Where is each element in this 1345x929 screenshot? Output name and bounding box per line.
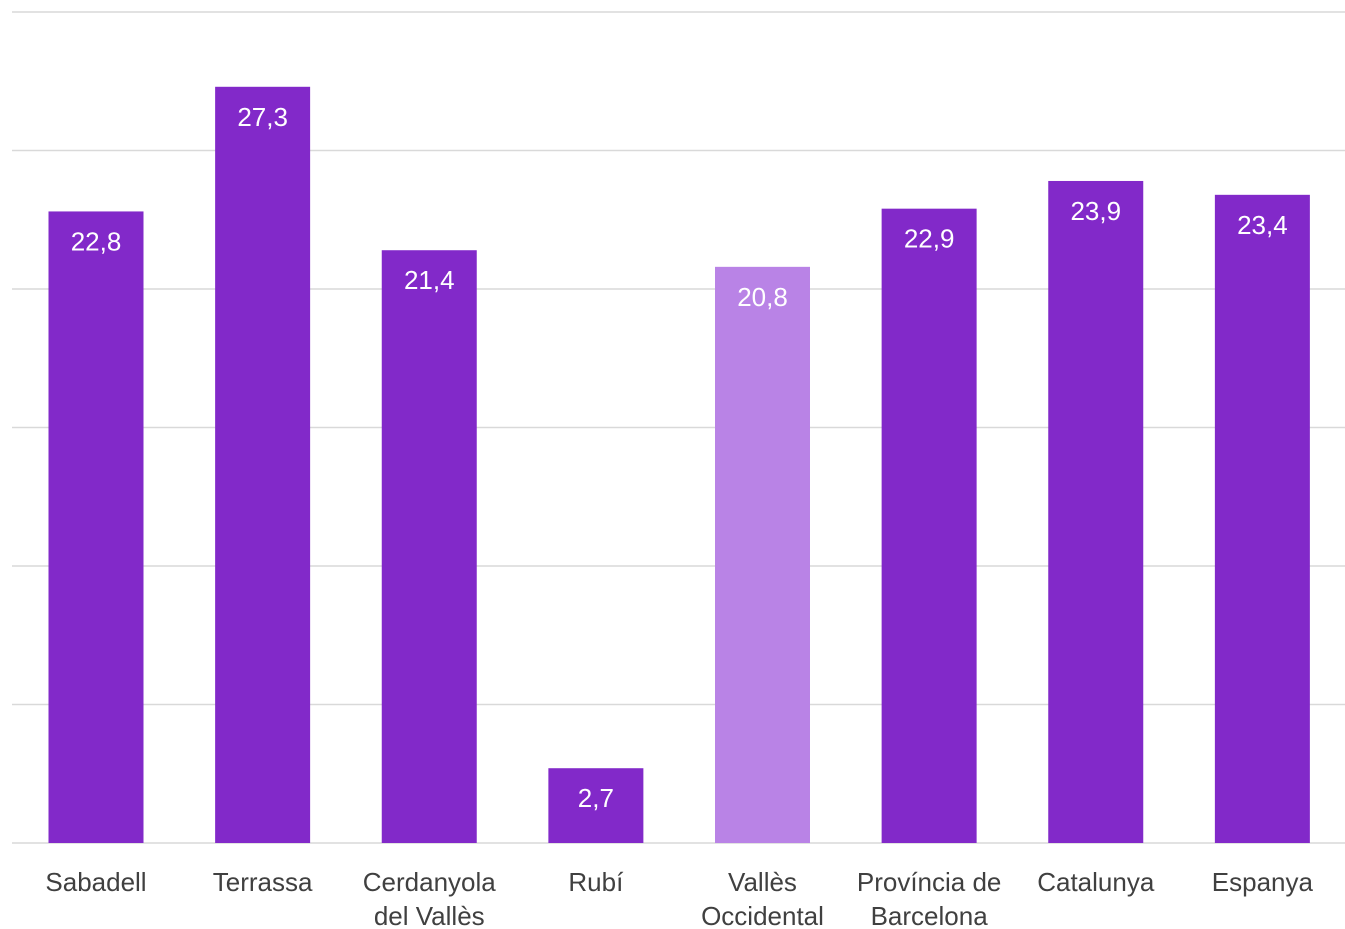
bar-value-label: 22,9	[904, 224, 955, 254]
x-tick-label: Terrassa	[213, 867, 313, 897]
gridlines	[12, 11, 1345, 844]
bar	[1214, 194, 1310, 843]
bar-value-label: 2,7	[578, 783, 614, 813]
x-tick-label: Catalunya	[1037, 867, 1155, 897]
x-tick-label: Cerdanyola del Vallès	[363, 867, 497, 929]
bar-value-label: 27,3	[237, 102, 288, 132]
x-tick-label-line: Catalunya	[1037, 867, 1155, 897]
bar	[48, 211, 144, 843]
x-tick-label-line: del Vallès	[374, 901, 485, 929]
x-tick-label-line: Rubí	[568, 867, 624, 897]
x-tick-label-line: Vallès	[728, 867, 797, 897]
x-tick-label-line: Espanya	[1212, 867, 1314, 897]
x-tick-label-line: Barcelona	[871, 901, 989, 929]
x-tick-label-line: Sabadell	[45, 867, 146, 897]
x-tick-label: Rubí	[568, 867, 624, 897]
x-tick-label: Sabadell	[45, 867, 146, 897]
x-tick-label: Província de Barcelona	[857, 867, 1002, 929]
bar-value-label: 23,4	[1237, 210, 1288, 240]
bar	[715, 266, 810, 844]
x-tick-label-line: Terrassa	[213, 867, 313, 897]
x-tick-label: Vallès Occidental	[701, 867, 824, 929]
x-tick-label-line: Cerdanyola	[363, 867, 497, 897]
bar-value-label: 20,8	[737, 282, 788, 312]
bar-value-labels: 22,8 27,3 21,4 2,7 20,8 22,9 23,9 23,4	[71, 102, 1288, 813]
x-tick-label-line: Occidental	[701, 901, 824, 929]
bar-value-label: 21,4	[404, 265, 455, 295]
bar	[215, 86, 311, 844]
bar	[548, 768, 644, 843]
bar	[1048, 180, 1144, 844]
x-tick-label-line: Província de	[857, 867, 1002, 897]
bars	[48, 86, 1310, 844]
x-axis-tick-labels: Sabadell Terrassa Cerdanyola del Vallès Rubí…	[45, 867, 1313, 929]
bar-value-label: 23,9	[1070, 196, 1121, 226]
x-tick-label: Espanya	[1212, 867, 1314, 897]
bar	[881, 208, 977, 844]
bar-value-label: 22,8	[71, 226, 122, 256]
bar	[381, 250, 477, 844]
